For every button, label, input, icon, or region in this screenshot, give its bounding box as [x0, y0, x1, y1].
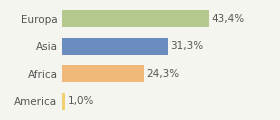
- Text: 31,3%: 31,3%: [171, 41, 204, 51]
- Bar: [62, 10, 209, 27]
- Text: 24,3%: 24,3%: [147, 69, 180, 79]
- Bar: [62, 65, 144, 82]
- Bar: [62, 38, 168, 55]
- Text: 43,4%: 43,4%: [212, 14, 245, 24]
- Text: 1,0%: 1,0%: [68, 96, 94, 106]
- Bar: [62, 93, 65, 110]
